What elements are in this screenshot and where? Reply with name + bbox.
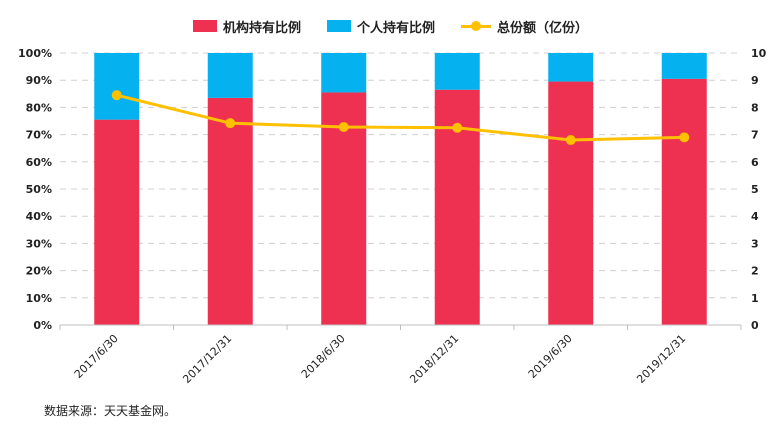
- point-total-shares: [225, 118, 236, 129]
- legend-label-institution: 机构持有比例: [222, 20, 301, 36]
- y-right-tick-label: 10: [751, 47, 767, 60]
- line-total-shares: [116, 93, 685, 142]
- y-right-tick-label: 5: [751, 183, 759, 196]
- legend-swatch-individual: [326, 20, 351, 32]
- legend-item-institution[interactable]: 机构持有比例: [192, 17, 301, 36]
- point-total-shares: [565, 135, 576, 146]
- bar-individual: [661, 53, 707, 79]
- y-right-tick-label: 0: [751, 319, 759, 332]
- bar-individual: [548, 53, 594, 82]
- y-left-tick-label: 40%: [26, 210, 52, 223]
- y-right-tick-label: 4: [751, 210, 759, 223]
- bar-individual: [207, 53, 253, 98]
- point-total-shares: [111, 90, 122, 101]
- legend-label-total-shares: 总份额（亿份）: [497, 20, 589, 36]
- point-total-shares: [679, 132, 690, 143]
- y-right-tick-label: 6: [751, 156, 759, 169]
- y-left-tick-label: 10%: [26, 292, 52, 305]
- point-total-shares: [452, 122, 463, 133]
- x-tick-label: 2019/6/30: [526, 332, 575, 381]
- y-right-tick-label: 2: [751, 265, 759, 278]
- legend-item-total-shares[interactable]: 总份额（亿份）: [461, 17, 588, 36]
- y-left-tick-label: 60%: [26, 156, 52, 169]
- legend-swatch-total-shares: [461, 20, 491, 32]
- point-total-shares: [338, 121, 349, 132]
- x-tick-label: 2017/6/30: [72, 332, 121, 381]
- y-left-tick-label: 0%: [33, 319, 52, 332]
- y-right-tick-label: 8: [751, 101, 759, 114]
- y-left-tick-label: 50%: [26, 183, 52, 196]
- legend-item-individual[interactable]: 个人持有比例: [326, 17, 435, 36]
- y-right-tick-label: 7: [751, 129, 759, 142]
- legend-label-individual: 个人持有比例: [356, 20, 435, 36]
- y-left-tick-label: 90%: [26, 74, 52, 87]
- bar-individual: [94, 53, 140, 120]
- x-tick-label: 2018/12/31: [407, 332, 461, 386]
- y-right-tick-label: 3: [751, 237, 759, 250]
- bar-institution: [548, 81, 594, 325]
- y-left-tick-label: 30%: [26, 237, 52, 250]
- source-note: 数据来源：天天基金网。: [44, 404, 177, 418]
- bar-individual: [321, 53, 367, 93]
- x-tick-label: 2018/6/30: [299, 332, 348, 381]
- y-left-tick-label: 20%: [26, 265, 52, 278]
- y-right-tick-label: 9: [751, 74, 759, 87]
- legend: 机构持有比例 个人持有比例 总份额（亿份）: [0, 14, 781, 38]
- x-tick-label: 2017/12/31: [180, 332, 234, 386]
- y-left-tick-label: 80%: [26, 101, 52, 114]
- bar-institution: [207, 97, 253, 325]
- bar-institution: [94, 119, 140, 325]
- x-tick-label: 2019/12/31: [634, 332, 688, 386]
- y-left-tick-label: 100%: [18, 47, 52, 60]
- bar-institution: [661, 78, 707, 325]
- y-right-tick-label: 1: [751, 292, 759, 305]
- bar-individual: [434, 53, 480, 90]
- y-left-tick-label: 70%: [26, 129, 52, 142]
- legend-swatch-institution: [192, 20, 217, 32]
